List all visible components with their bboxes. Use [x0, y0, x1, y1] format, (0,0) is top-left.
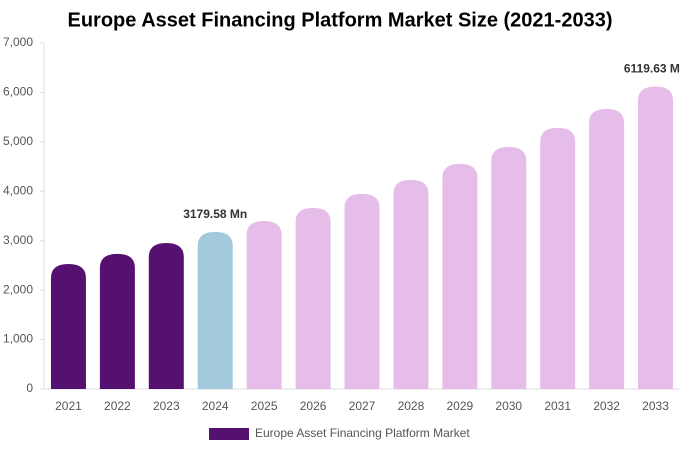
bar — [491, 146, 527, 389]
x-tick-label: 2025 — [251, 399, 278, 413]
legend-swatch — [209, 428, 249, 440]
bar — [197, 231, 233, 389]
data-label: 3179.58 Mn — [183, 207, 247, 221]
x-tick-label: 2026 — [300, 399, 327, 413]
bar — [50, 263, 86, 389]
legend-label: Europe Asset Financing Platform Market — [255, 426, 470, 440]
x-tick-label: 2027 — [349, 399, 376, 413]
x-tick-label: 2029 — [446, 399, 473, 413]
bar — [99, 253, 135, 389]
y-tick-label: 0 — [26, 381, 33, 395]
x-tick-label: 2032 — [593, 399, 620, 413]
y-tick-label: 2,000 — [3, 282, 33, 296]
bar — [638, 86, 674, 389]
y-tick-label: 3,000 — [3, 233, 33, 247]
data-label: 6119.63 Mn — [624, 62, 680, 76]
x-tick-label: 2028 — [398, 399, 425, 413]
bar — [442, 163, 478, 389]
x-tick-label: 2024 — [202, 399, 229, 413]
y-tick-label: 5,000 — [3, 134, 33, 148]
y-tick-label: 7,000 — [3, 35, 33, 49]
x-tick-label: 2031 — [544, 399, 571, 413]
chart-title: Europe Asset Financing Platform Market S… — [68, 9, 613, 31]
bar — [393, 179, 429, 389]
x-tick-label: 2030 — [495, 399, 522, 413]
x-tick-label: 2023 — [153, 399, 180, 413]
bar — [295, 207, 331, 389]
y-tick-label: 1,000 — [3, 332, 33, 346]
x-tick-label: 2022 — [104, 399, 131, 413]
bar — [344, 193, 380, 389]
x-tick-label: 2033 — [642, 399, 669, 413]
y-tick-label: 4,000 — [3, 183, 33, 197]
bar — [589, 108, 625, 389]
bar — [246, 220, 282, 389]
bar — [148, 242, 184, 389]
y-tick-label: 6,000 — [3, 85, 33, 99]
bar — [540, 127, 576, 389]
x-tick-label: 2021 — [55, 399, 82, 413]
